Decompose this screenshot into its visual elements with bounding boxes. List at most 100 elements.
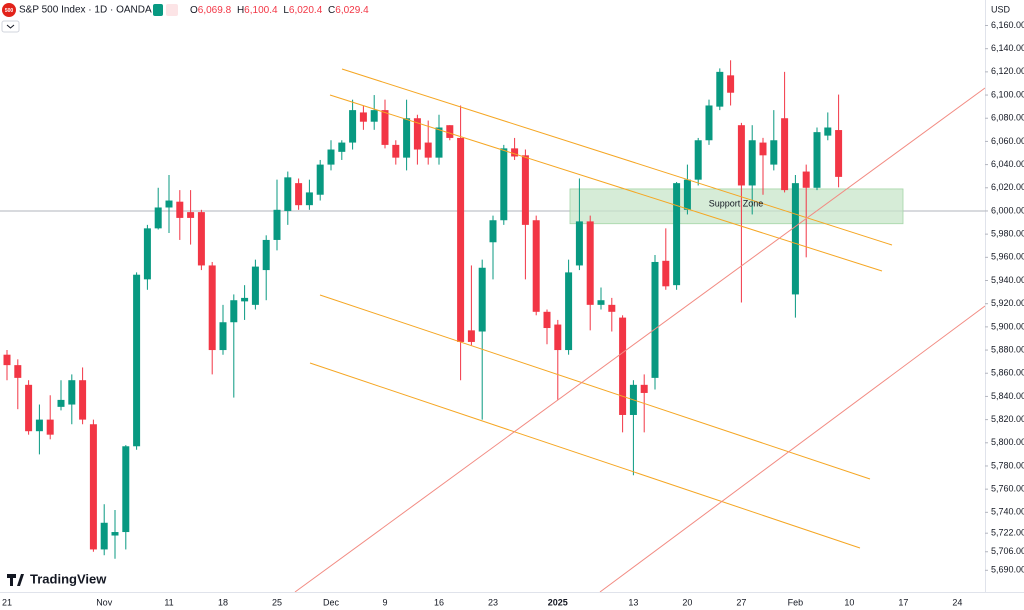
candle-body xyxy=(694,140,702,180)
ohlc-label: C xyxy=(328,5,335,16)
candle-body xyxy=(705,105,713,141)
x-tick-label: Feb xyxy=(788,597,804,607)
ohlc-value: 6,029.4 xyxy=(335,5,369,16)
trendline xyxy=(294,87,986,593)
candle-body xyxy=(446,125,454,138)
trendline xyxy=(341,68,893,246)
ohlc-label: H xyxy=(237,5,244,16)
symbol-logo xyxy=(2,3,16,17)
x-tick-label: 9 xyxy=(382,597,387,607)
candle-body xyxy=(370,110,378,122)
y-tick-label: 5,960.00 xyxy=(991,252,1024,262)
candle-body xyxy=(359,112,367,122)
candle-body xyxy=(435,127,443,158)
candle-body xyxy=(79,380,87,420)
y-tick-label: 5,780.00 xyxy=(991,460,1024,470)
y-axis: 6,160.00 6,140.00 6,120.00 6,100.00 6,080.00… xyxy=(985,0,1024,592)
candle-body xyxy=(133,274,141,447)
currency: USD xyxy=(991,4,1011,14)
candle-body xyxy=(165,200,173,208)
y-tick-label: 5,900.00 xyxy=(991,321,1024,331)
candle-body xyxy=(802,171,810,188)
candle-body xyxy=(662,260,670,287)
candle-body xyxy=(521,155,529,225)
candle-body xyxy=(208,265,216,351)
candle-body xyxy=(46,419,54,435)
candle-body xyxy=(230,300,238,323)
candle-body xyxy=(597,300,605,305)
ohlc-value: 6,100.4 xyxy=(244,5,278,16)
candle-body xyxy=(100,522,108,550)
candle-body xyxy=(565,272,573,351)
candle-body xyxy=(457,137,465,342)
ohlc-value: 6,020.4 xyxy=(289,5,323,16)
header: 500 S&P 500 Index · 1D · OANDA O6,069.8 … xyxy=(0,0,369,33)
x-tick-label: 27 xyxy=(736,597,746,607)
y-tick-label: 5,690.00 xyxy=(991,565,1024,575)
candle-body xyxy=(305,192,313,206)
y-tick-label: 5,920.00 xyxy=(991,298,1024,308)
candle-body xyxy=(813,132,821,188)
brand-name: TradingView xyxy=(30,571,107,586)
trendline xyxy=(319,294,871,480)
candle-body xyxy=(489,220,497,243)
candle-body xyxy=(543,311,551,329)
collapse-button[interactable] xyxy=(1,20,20,33)
candle-body xyxy=(759,142,767,156)
candle-body xyxy=(262,239,270,271)
symbol-logo-text: 500 xyxy=(5,8,14,14)
ohlc-value: 6,069.8 xyxy=(198,5,232,16)
candle-body xyxy=(683,179,691,210)
candle-body xyxy=(824,127,832,136)
x-tick-label: 10 xyxy=(844,597,854,607)
y-tick-label: 5,722.00 xyxy=(991,528,1024,538)
brand: TradingView xyxy=(7,571,107,586)
candle-body xyxy=(608,304,616,312)
x-axis: 21 Nov 11 18 25 Dec 9 16 23 2025 13 20 27 Feb 10 17 24 xyxy=(0,592,1024,607)
y-tick-label: 5,760.00 xyxy=(991,484,1024,494)
candle-body xyxy=(716,71,724,107)
candle-body xyxy=(176,201,184,218)
candle-body xyxy=(478,267,486,332)
candle-body xyxy=(327,149,335,165)
brand-logo xyxy=(7,574,24,586)
candle-body xyxy=(727,75,735,93)
x-tick-label: 20 xyxy=(682,597,692,607)
trendline xyxy=(599,305,986,593)
candle-body xyxy=(748,140,756,186)
candle-body xyxy=(122,446,130,533)
y-tick-label: 6,020.00 xyxy=(991,182,1024,192)
candle-body xyxy=(640,384,648,393)
candle-body xyxy=(25,384,33,432)
y-tick-label: 5,980.00 xyxy=(991,229,1024,239)
x-tick-label: 17 xyxy=(898,597,908,607)
candle-body xyxy=(467,330,475,342)
x-tick-label: 11 xyxy=(164,597,173,607)
candle-body xyxy=(500,148,508,221)
candle-body xyxy=(651,261,659,378)
x-tick-label: Nov xyxy=(96,597,113,607)
candle-body xyxy=(187,212,195,218)
candle-body xyxy=(554,324,562,351)
y-tick-label: 5,940.00 xyxy=(991,275,1024,285)
candle-body xyxy=(575,221,583,266)
x-tick-label: 18 xyxy=(218,597,228,607)
y-tick-label: 6,000.00 xyxy=(991,205,1024,215)
candle-body xyxy=(381,110,389,145)
y-tick-label: 5,840.00 xyxy=(991,391,1024,401)
candle-body xyxy=(111,532,119,536)
candle-body xyxy=(219,322,227,351)
candle-body xyxy=(619,317,627,415)
candle-body xyxy=(284,177,292,211)
candle-body xyxy=(511,148,519,157)
y-tick-label: 6,080.00 xyxy=(991,113,1024,123)
y-tick-label: 5,800.00 xyxy=(991,437,1024,447)
candle-body xyxy=(89,424,97,550)
x-tick-label: 23 xyxy=(488,597,498,607)
candle-body xyxy=(273,209,281,240)
candle-body xyxy=(68,380,76,405)
y-tick-label: 5,880.00 xyxy=(991,344,1024,354)
candle-body xyxy=(338,142,346,152)
y-tick-label: 6,120.00 xyxy=(991,66,1024,76)
